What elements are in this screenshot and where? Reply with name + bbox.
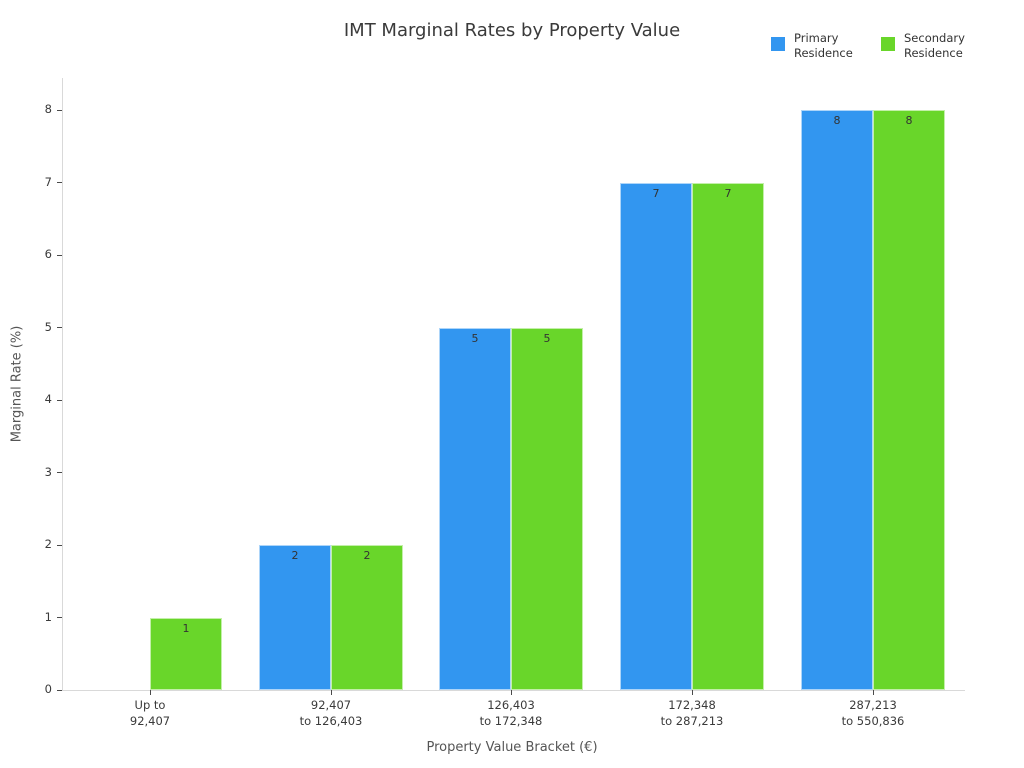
y-tick-label: 7 (44, 174, 52, 189)
y-tick-label: 6 (44, 247, 52, 261)
bar-value-label: 5 (471, 331, 479, 345)
y-tick-label: 3 (44, 464, 52, 479)
bar-value-label: 5 (543, 331, 551, 345)
x-tick-label-line: Up to (134, 698, 166, 712)
chart-title: IMT Marginal Rates by Property Value (343, 20, 681, 41)
x-axis-line (62, 690, 965, 691)
bar-secondary-residence (511, 327, 583, 690)
x-tick-label-line: 287,213 (849, 698, 897, 712)
legend-swatch-icon (771, 37, 785, 51)
x-tick-label: 287,213 to 550,836 (813, 698, 933, 729)
x-tick-label: Up to 92,407 (90, 698, 210, 729)
bar-primary-residence (259, 545, 331, 690)
legend: Primary Residence Secondary Residence (771, 31, 974, 61)
x-tick-label-line: to 172,348 (479, 713, 543, 728)
x-tick-mark (691, 690, 693, 695)
x-tick-label: 172,348 to 287,213 (632, 698, 752, 729)
x-tick-mark (330, 690, 332, 695)
legend-label: Secondary Residence (904, 31, 965, 60)
x-tick-label: 92,407 to 126,403 (271, 698, 391, 729)
y-tick-label: 0 (44, 682, 52, 696)
y-tick-label: 2 (44, 537, 52, 551)
y-tick-mark (57, 182, 62, 183)
y-tick-mark (57, 109, 62, 111)
x-axis-title: Property Value Bracket (€) (426, 740, 598, 755)
bar-value-label: 8 (833, 114, 841, 127)
bar-value-label: 7 (652, 186, 660, 200)
bar-value-label: 1 (182, 621, 190, 635)
x-tick-label-line: to 550,836 (841, 713, 905, 728)
bar-primary-residence (439, 327, 511, 690)
y-tick-mark (57, 472, 62, 473)
y-tick-mark (57, 617, 62, 618)
y-axis-line (62, 78, 63, 690)
x-tick-label-line: 126,403 (487, 698, 535, 712)
bar-secondary-residence (331, 545, 403, 690)
bar-value-label: 2 (363, 549, 371, 562)
y-tick-mark (57, 254, 62, 256)
x-tick-mark (872, 690, 874, 695)
x-tick-label: 126,403 to 172,348 (451, 698, 571, 729)
x-tick-label-line: 92,407 (129, 713, 171, 728)
x-tick-mark (149, 690, 151, 695)
bar-value-label: 8 (905, 114, 913, 127)
y-tick-label: 8 (44, 102, 52, 116)
x-tick-mark (510, 690, 512, 695)
legend-item-secondary-residence: Secondary Residence (881, 31, 974, 61)
y-tick-label: 4 (44, 392, 52, 406)
y-tick-mark (57, 399, 62, 401)
y-tick-mark (57, 327, 62, 328)
x-tick-label-line: 92,407 (310, 698, 352, 712)
y-tick-mark (57, 544, 62, 546)
y-tick-label: 1 (44, 609, 52, 624)
bar-secondary-residence (873, 110, 945, 690)
y-tick-label: 5 (44, 319, 52, 334)
x-tick-label-line: to 126,403 (299, 713, 363, 728)
bar-value-label: 7 (724, 186, 732, 200)
bar-secondary-residence (150, 617, 222, 690)
x-tick-label-line: to 287,213 (660, 713, 724, 728)
x-tick-label-line: 172,348 (668, 698, 716, 712)
legend-label: Primary Residence (794, 31, 853, 60)
y-tick-mark (57, 689, 62, 691)
bar-primary-residence (620, 182, 692, 690)
bar-secondary-residence (692, 182, 764, 690)
legend-item-primary-residence: Primary Residence (771, 31, 864, 61)
bar-primary-residence (801, 110, 873, 690)
legend-swatch-icon (881, 37, 895, 51)
bar-value-label: 2 (291, 549, 299, 562)
